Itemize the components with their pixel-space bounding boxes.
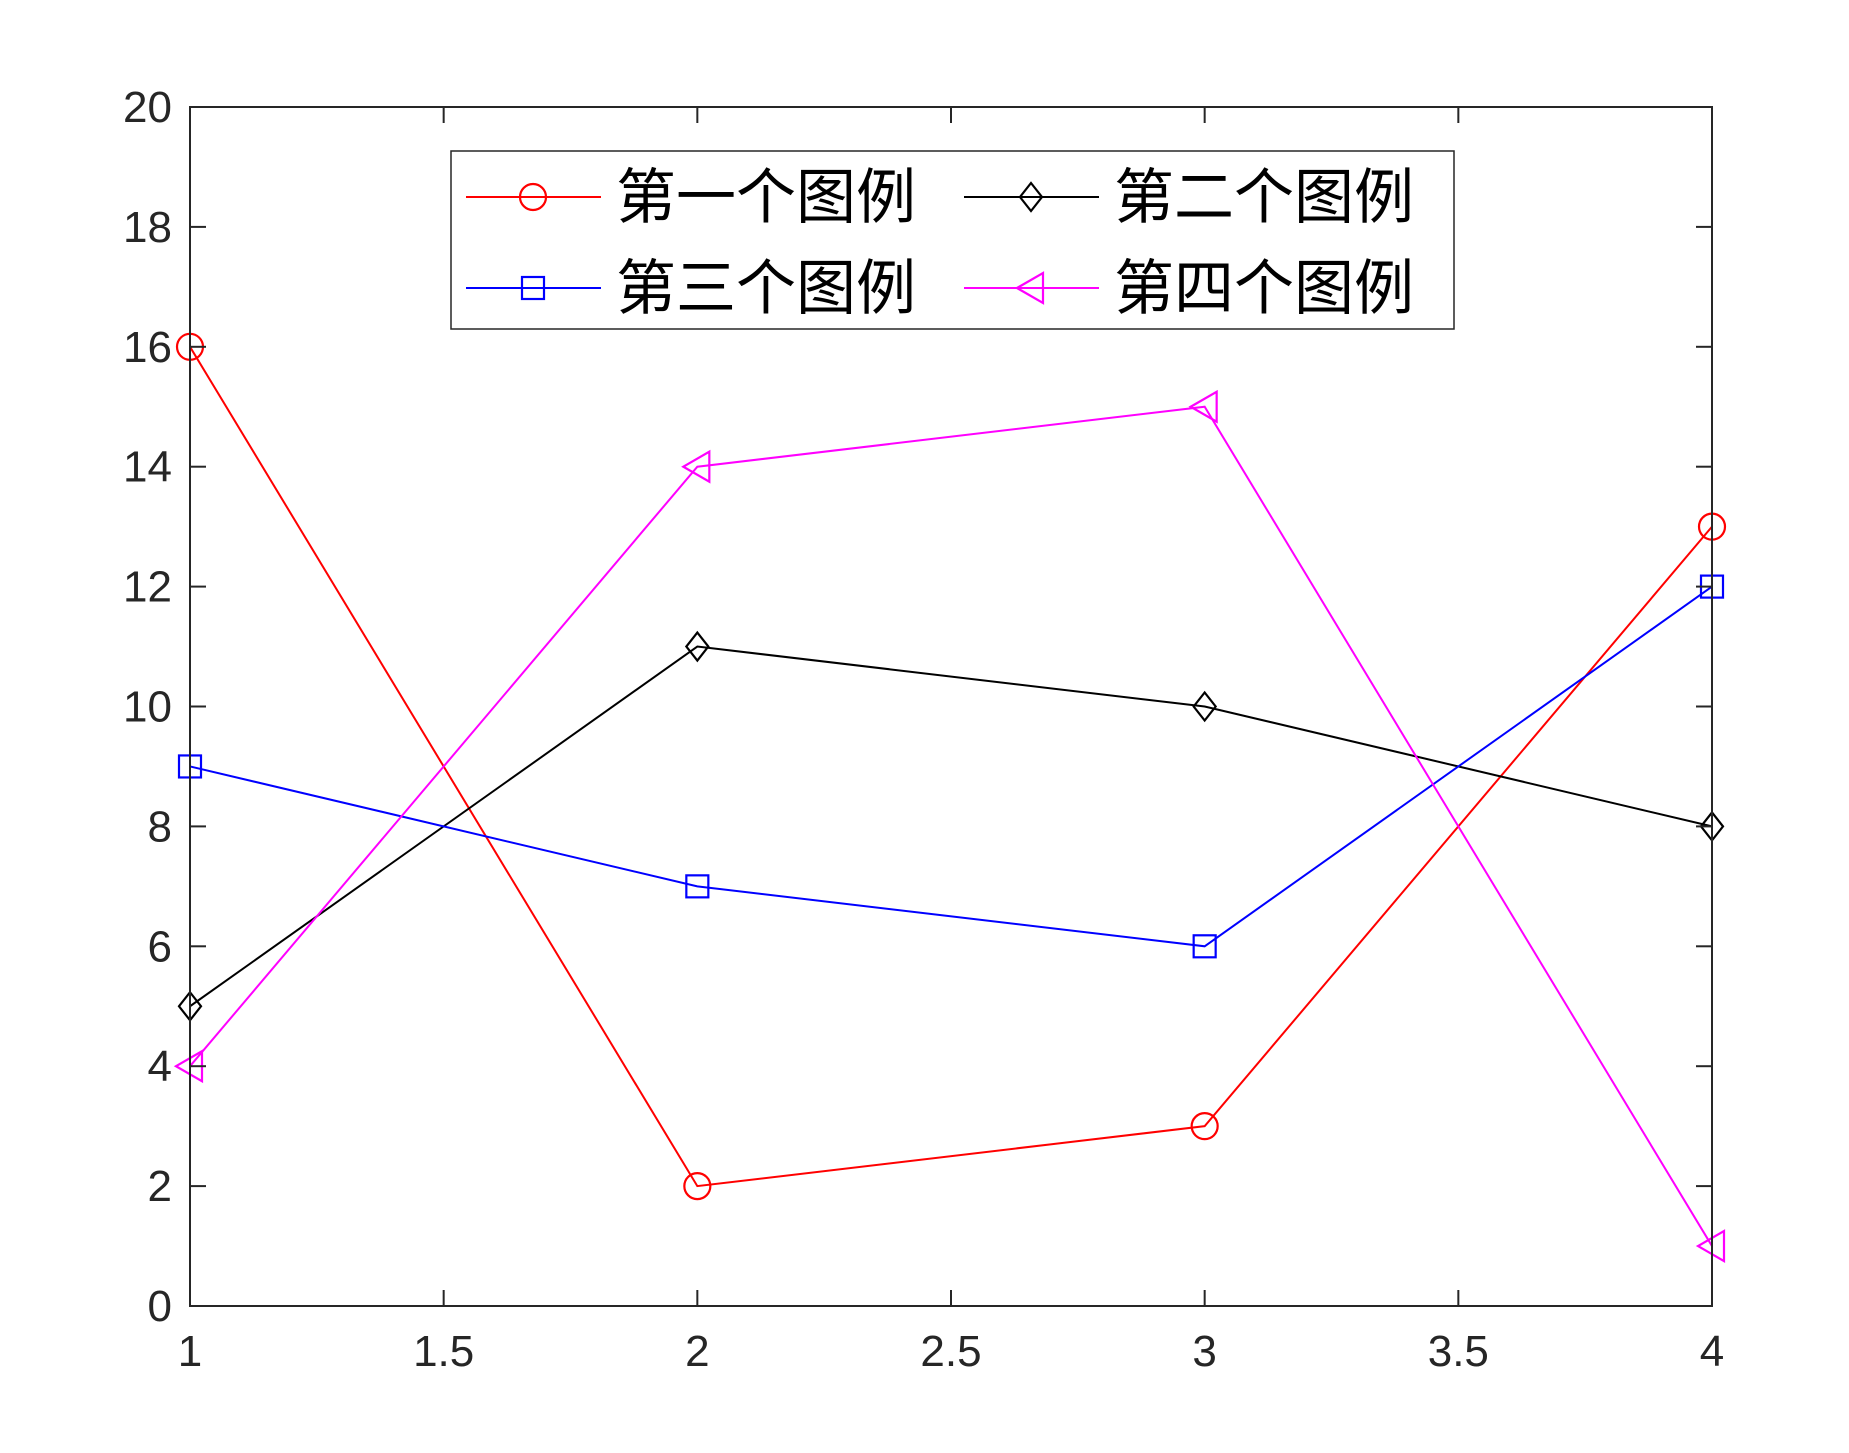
legend-marker-1 <box>518 182 548 212</box>
y-tick-label: 16 <box>123 323 172 372</box>
y-tick-label: 2 <box>148 1162 172 1211</box>
y-tick-label: 18 <box>123 203 172 252</box>
series-4-point-3 <box>1188 389 1218 424</box>
series-2-point-3 <box>1192 690 1218 723</box>
axes: 1 1.5 2 2.5 3 3.5 4 0 2 4 6 8 10 12 14 16 18 20 <box>123 83 1724 1376</box>
series-4-point-2 <box>681 449 711 484</box>
series-3-point-2 <box>685 874 710 899</box>
legend-marker-4 <box>1014 271 1045 305</box>
series-3-point-3 <box>1192 934 1217 959</box>
legend-label-2: 第二个图例 <box>1114 163 1414 233</box>
x-tick-label: 2 <box>685 1327 709 1376</box>
legend-label-1: 第一个图例 <box>616 163 916 233</box>
y-tick-label: 8 <box>148 802 172 851</box>
series-1-point-3 <box>1190 1112 1219 1141</box>
series-line-4 <box>189 405 1713 1247</box>
y-tick-label: 14 <box>123 443 172 492</box>
legend-marker-3 <box>520 275 546 301</box>
y-tick-label: 6 <box>148 922 172 971</box>
legend-marker-2 <box>1018 181 1044 213</box>
legend-label-3: 第三个图例 <box>616 254 916 324</box>
y-tick-label: 20 <box>123 83 172 132</box>
x-tick-label: 1 <box>178 1327 202 1376</box>
series-1-point-2 <box>683 1171 712 1201</box>
x-tick-label: 3.5 <box>1428 1327 1489 1376</box>
series-line-1 <box>189 346 1713 1188</box>
y-tick-label: 4 <box>148 1042 172 1091</box>
x-tick-label: 2.5 <box>920 1327 981 1376</box>
series-lines <box>189 346 1713 1247</box>
y-tick-label: 12 <box>123 563 172 612</box>
legend-box <box>450 150 1455 330</box>
series-markers <box>173 332 1727 1263</box>
x-tick-label: 1.5 <box>413 1327 474 1376</box>
series-line-2 <box>189 645 1713 1008</box>
series-line-3 <box>189 585 1713 948</box>
y-tick-label: 0 <box>148 1282 172 1331</box>
x-tick-label: 4 <box>1700 1327 1724 1376</box>
y-tick-label: 10 <box>123 683 172 732</box>
x-tick-label: 3 <box>1192 1327 1216 1376</box>
series-2-point-2 <box>684 630 710 663</box>
legend-label-4: 第四个图例 <box>1114 254 1414 324</box>
